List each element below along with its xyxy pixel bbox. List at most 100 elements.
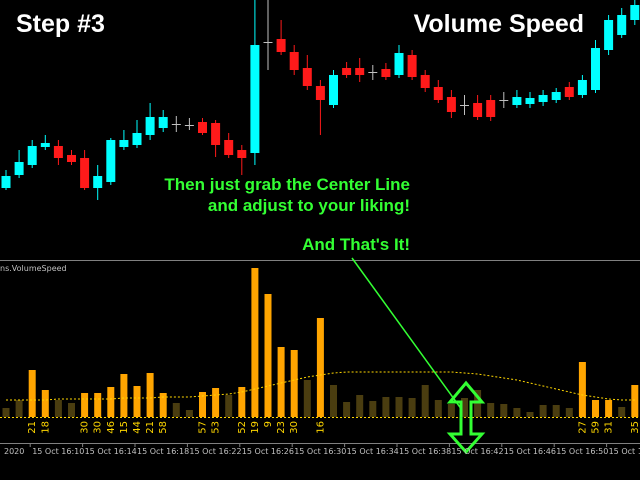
volume-bar bbox=[447, 404, 455, 417]
volume-bar bbox=[565, 408, 573, 417]
volume-bar bbox=[618, 407, 626, 417]
candle-body bbox=[381, 69, 391, 77]
candle-body bbox=[132, 133, 142, 145]
candle-body bbox=[211, 123, 221, 145]
candle-body bbox=[486, 100, 496, 117]
candle-body bbox=[1, 176, 11, 188]
volume-bar bbox=[277, 347, 285, 417]
volume-bar bbox=[395, 397, 403, 417]
candle-body bbox=[53, 146, 63, 158]
volume-bar bbox=[631, 385, 639, 417]
volume-bar bbox=[461, 398, 468, 417]
volume-bar bbox=[225, 395, 233, 417]
speed-label: 44 bbox=[132, 421, 143, 434]
candle-body bbox=[80, 158, 90, 188]
candle-body bbox=[93, 176, 103, 188]
speed-label: 58 bbox=[158, 421, 169, 434]
speed-label: 52 bbox=[237, 421, 248, 434]
candle-body bbox=[198, 122, 207, 133]
volume-bar bbox=[94, 393, 102, 417]
volume-bar bbox=[487, 403, 495, 417]
time-label: 15 Oct 16:10 bbox=[32, 447, 84, 456]
volume-bar bbox=[68, 403, 75, 417]
candle-body bbox=[329, 75, 338, 105]
volume-bar bbox=[290, 350, 298, 417]
candle-body bbox=[224, 140, 234, 155]
speed-label: 16 bbox=[315, 421, 326, 434]
time-label: 15 Oct 16:26 bbox=[242, 447, 294, 456]
candle-body bbox=[538, 95, 548, 102]
candle-body bbox=[564, 87, 574, 97]
candle-body bbox=[394, 53, 404, 75]
candle-body bbox=[551, 92, 561, 100]
speed-label: 15 bbox=[119, 421, 130, 434]
speed-label: 9 bbox=[263, 421, 274, 427]
volume-bar bbox=[238, 387, 246, 417]
volume-bar bbox=[15, 400, 23, 417]
time-label: 15 Oct 16:30 bbox=[294, 447, 346, 456]
candle-body bbox=[433, 87, 443, 100]
candle-body bbox=[171, 124, 181, 125]
time-label: 15 Oct 16:50 bbox=[556, 447, 608, 456]
drag-arrow-icon bbox=[446, 380, 486, 455]
speed-label: 46 bbox=[106, 421, 117, 434]
candle-body bbox=[67, 155, 76, 162]
candle-body bbox=[119, 140, 129, 147]
annotation: Then just grab the Center Line bbox=[164, 175, 410, 194]
average-line bbox=[6, 371, 635, 401]
volume-bar bbox=[382, 397, 390, 417]
candle-body bbox=[276, 39, 286, 52]
time-label: 15 Oct 16:14 bbox=[85, 447, 137, 456]
candle-body bbox=[499, 100, 509, 101]
candle-body bbox=[604, 20, 614, 50]
volume-bar bbox=[28, 370, 36, 417]
candle-body bbox=[512, 97, 522, 105]
candle-body bbox=[14, 162, 24, 175]
volume-bar bbox=[172, 403, 180, 417]
volume-bar bbox=[552, 405, 560, 417]
volume-bar bbox=[500, 404, 508, 417]
candle-body bbox=[577, 80, 587, 95]
volume-bar bbox=[81, 393, 89, 417]
speed-label: 19 bbox=[250, 421, 261, 434]
speed-label: 18 bbox=[40, 421, 51, 434]
volume-bar bbox=[578, 362, 586, 417]
candle-body bbox=[40, 143, 50, 147]
indicator-label: ns.VolumeSpeed bbox=[0, 264, 67, 273]
candle-body bbox=[617, 15, 627, 35]
time-label: 15 Oct 16:42 bbox=[451, 447, 503, 456]
time-label: 15 Oct 16 bbox=[609, 447, 640, 456]
step-title: Step #3 bbox=[16, 10, 105, 38]
volume-bar bbox=[343, 402, 351, 417]
volume-bar bbox=[356, 395, 364, 417]
candle-body bbox=[420, 75, 430, 88]
annotation: and adjust to your liking! bbox=[208, 196, 410, 215]
volume-bar bbox=[264, 294, 272, 417]
candle-body bbox=[263, 42, 273, 43]
volume-bar bbox=[330, 385, 337, 417]
candles bbox=[1, 0, 640, 200]
volume-bar bbox=[539, 405, 547, 417]
speed-label: 59 bbox=[591, 421, 602, 434]
volume-bar bbox=[526, 412, 534, 417]
speed-label: 57 bbox=[198, 421, 209, 434]
time-label: 2020 bbox=[4, 447, 24, 456]
volume-bar bbox=[369, 401, 377, 417]
candle-body bbox=[368, 72, 378, 73]
speed-label: 27 bbox=[577, 421, 588, 434]
volume-bar bbox=[199, 392, 206, 417]
speed-label: 35 bbox=[630, 421, 640, 434]
volume-bar bbox=[605, 400, 613, 417]
candle-body bbox=[342, 68, 352, 75]
volume-bar bbox=[146, 373, 154, 417]
candle-body bbox=[237, 150, 247, 158]
time-labels: 2020 15 Oct 16:10 15 Oct 16:14 15 Oct 16:18… bbox=[4, 443, 640, 456]
candle-body bbox=[27, 146, 37, 165]
volume-bar bbox=[133, 386, 141, 417]
candle-body bbox=[446, 97, 456, 112]
volume-bar bbox=[434, 400, 442, 417]
candle-body bbox=[315, 86, 325, 100]
candle-body bbox=[473, 103, 483, 117]
speed-label: 21 bbox=[27, 421, 38, 434]
